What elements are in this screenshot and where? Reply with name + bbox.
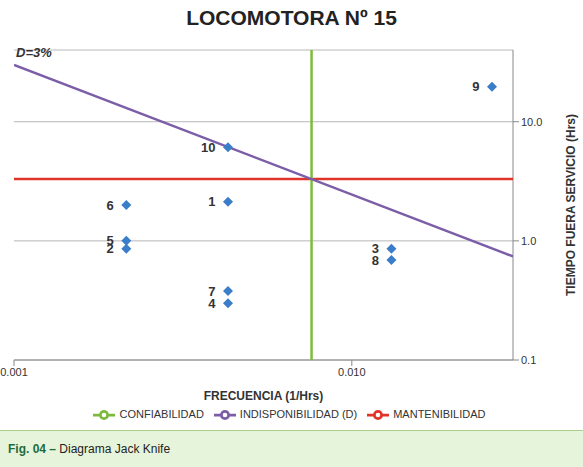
html-text:MANTENIBILIDAD: MANTENIBILIDAD: [393, 407, 486, 420]
svg-text:9: 9: [472, 79, 479, 94]
svg-text:2: 2: [106, 241, 114, 257]
html-text:Fig. 04 – Diagrama Jack Knife: Fig. 04 – Diagrama Jack Knife: [8, 442, 171, 456]
svg-text:10.0: 10.0: [521, 116, 542, 128]
html-text:INDISPONIBILIDAD (D): INDISPONIBILIDAD (D): [239, 407, 358, 420]
svg-text:FRECUENCIA (1/Hrs): FRECUENCIA (1/Hrs): [204, 389, 324, 403]
svg-text:4: 4: [208, 295, 216, 311]
svg-text:10: 10: [201, 140, 215, 155]
svg-text:1: 1: [208, 194, 215, 209]
svg-text:8: 8: [372, 253, 379, 268]
svg-text:TIEMPO FUERA SERVICIO (Hrs): TIEMPO FUERA SERVICIO (Hrs): [564, 114, 575, 296]
svg-text:7: 7: [208, 284, 215, 299]
html-text:LOCOMOTORA Nº 15: LOCOMOTORA Nº 15: [186, 6, 397, 29]
svg-text:1.0: 1.0: [521, 235, 536, 247]
svg-text:0.1: 0.1: [521, 354, 536, 366]
html-text:CONFIABILIDAD: CONFIABILIDAD: [119, 407, 204, 420]
svg-text:3: 3: [371, 241, 379, 257]
svg-text:0.010: 0.010: [338, 366, 366, 378]
svg-text:6: 6: [107, 198, 114, 213]
svg-text:5: 5: [107, 233, 114, 248]
svg-text:D=3%: D=3%: [16, 45, 52, 60]
svg-text:0.001: 0.001: [8, 366, 28, 378]
